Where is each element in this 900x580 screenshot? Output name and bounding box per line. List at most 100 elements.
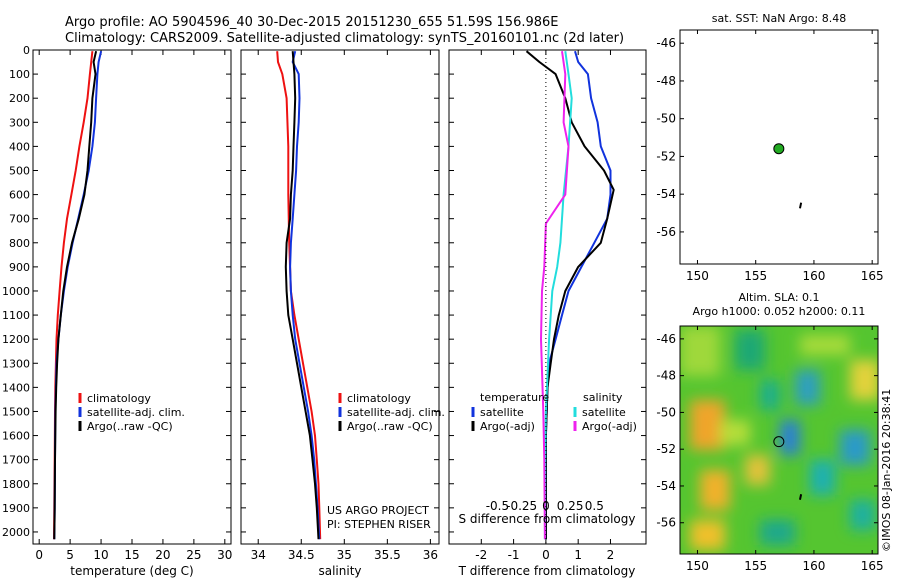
salinity-xtick-label: 36 [423,548,438,562]
sla-map-title: Altim. SLA: 0.1 [738,291,819,304]
difference-xtick-label: -1 [508,548,520,562]
sst-map-ytick-label: -52 [656,149,676,163]
sst-map-xtick-label: 165 [861,269,884,283]
temperature-xtick-label: 20 [155,548,170,562]
difference-chart: -2 -1 0 1 2 -0.5-0.25 0 0.25 0.5 temperature salin… [449,49,646,562]
difference-xtick-label: 2 [607,548,615,562]
imos-watermark: ©IMOS 08-Jan-2016 20:38:41 [880,389,893,552]
sla-heatmap [680,326,878,554]
salinity-series-argo-raw-qc- [284,51,320,540]
temperature-ytick-label: 100 [9,68,30,81]
sst-map-title: sat. SST: NaN Argo: 8.48 [712,12,846,25]
salinity-plot-frame [240,49,440,545]
difference-xtick-label: 0 [542,548,550,562]
sla-map-xtick-label: 160 [802,559,825,573]
salinity-series-satellite-adj-clim- [289,50,321,540]
temperature-legend-label: satellite-adj. clim. [87,406,185,419]
temperature-ytick-label: 600 [9,189,30,202]
temperature-xtick-label: 10 [93,548,108,562]
sla-map-ytick-label: -52 [656,442,676,456]
sla-map-ytick-label: -48 [656,369,676,383]
temperature-ytick-label: 400 [9,140,30,153]
sst-map-ytick-label: -46 [656,36,676,50]
temperature-ytick-label: 0 [23,44,30,57]
figure-title-line1: Argo profile: AO 5904596_40 30-Dec-2015 … [65,15,559,30]
sla-map-island-outline [798,494,803,500]
sst-map-ytick-label: -48 [656,74,676,88]
temperature-ytick-label: 900 [9,261,30,274]
difference-x2tick-label: 0.5 [585,499,604,513]
temperature-series-argo-raw-qc- [53,50,98,540]
temperature-xtick-label: 25 [186,548,201,562]
temperature-ytick-label: 1900 [2,502,30,515]
sla-map-xtick-label: 150 [686,559,709,573]
sst-map-xtick-label: 150 [686,269,709,283]
figure-title-line2: Climatology: CARS2009. Satellite-adjuste… [65,31,624,46]
temperature-series-satellite-adj-clim- [53,50,103,540]
temperature-xtick-label: 15 [124,548,139,562]
sla-map-ytick-label: -54 [656,479,676,493]
difference-xtick-label: -2 [475,548,487,562]
difference-series-temperature-satellite [544,50,612,540]
sla-map-subtitle: Argo h1000: 0.052 h2000: 0.11 [693,305,866,318]
difference-xlabel: T difference from climatology [458,564,636,578]
sla-map-frame [679,325,879,555]
temperature-ytick-label: 1800 [2,478,30,491]
difference-series-salinity-satellite [543,51,573,540]
temperature-ytick-label: 1100 [2,309,30,322]
sla-map-chart: 150 155 160 165 -46 -48 -50 -52 -54 -56 [656,326,884,573]
sst-map-ytick-label: -56 [656,225,676,239]
temperature-ytick-label: 1500 [2,405,30,418]
sst-map-ytick-label: -50 [656,112,676,126]
temperature-ytick-label: 1200 [2,333,30,346]
difference-x2tick-label: -0.25 [506,499,537,513]
difference-legend-title-salinity: salinity [583,391,623,404]
difference-sal-legend-label: satellite [582,406,626,419]
temperature-ytick-label: 1700 [2,454,30,467]
sla-map-ytick-label: -50 [656,405,676,419]
difference-xtick-label: 1 [574,548,582,562]
sst-map-frame [679,29,879,265]
sst-map-argo-position-marker [773,143,785,155]
temperature-xtick-label: 0 [35,548,43,562]
temperature-ytick-label: 1400 [2,381,30,394]
salinity-xlabel: salinity [318,564,361,578]
temperature-legend-label: climatology [87,392,151,405]
sst-map-chart: 150 155 160 165 -46 -48 -50 -52 -54 -56 [656,30,884,283]
salinity-series-climatology [276,51,322,540]
salinity-legend-label: climatology [347,392,411,405]
sst-map-xtick-label: 160 [802,269,825,283]
temperature-ytick-label: 2000 [2,526,30,539]
sla-map-argo-position-marker [773,436,785,448]
salinity-xtick-label: 35.5 [374,548,401,562]
temperature-xtick-label: 5 [66,548,74,562]
temperature-series-climatology [53,51,94,540]
salinity-xtick-label: 35 [337,548,352,562]
temperature-ytick-label: 200 [9,92,30,105]
difference-x2tick-label: 0 [542,499,550,513]
sla-map-xtick-label: 165 [861,559,884,573]
temperature-ytick-label: 700 [9,213,30,226]
sla-map-xtick-label: 155 [744,559,767,573]
project-annotation-line1: US ARGO PROJECT [327,504,429,517]
sst-map-ytick-label: -54 [656,187,676,201]
difference-temp-legend-label: satellite [480,406,524,419]
temperature-ytick-label: 1600 [2,430,30,443]
temperature-ytick-label: 500 [9,164,30,177]
project-annotation-line2: PI: STEPHEN RISER [327,518,431,531]
salinity-legend-label: satellite-adj. clim. [347,406,445,419]
sla-map-ytick-label: -46 [656,332,676,346]
temperature-chart: 0 5 10 15 20 25 300100200300400500600700800900… [2,44,232,562]
temperature-ytick-label: 300 [9,116,30,129]
temperature-ytick-label: 1000 [2,285,30,298]
temperature-legend-label: Argo(..raw -QC) [87,420,173,433]
temperature-xtick-label: 30 [217,548,232,562]
temperature-ytick-label: 800 [9,237,30,250]
salinity-chart: 34 34.5 35 35.5 36 climatologysatellite-adj. … [241,49,445,562]
difference-legend-title-temperature: temperature [480,391,549,404]
temperature-xlabel: temperature (deg C) [70,564,193,578]
sla-map-ytick-label: -56 [656,516,676,530]
temperature-ytick-label: 1300 [2,357,30,370]
sst-map-xtick-label: 155 [744,269,767,283]
